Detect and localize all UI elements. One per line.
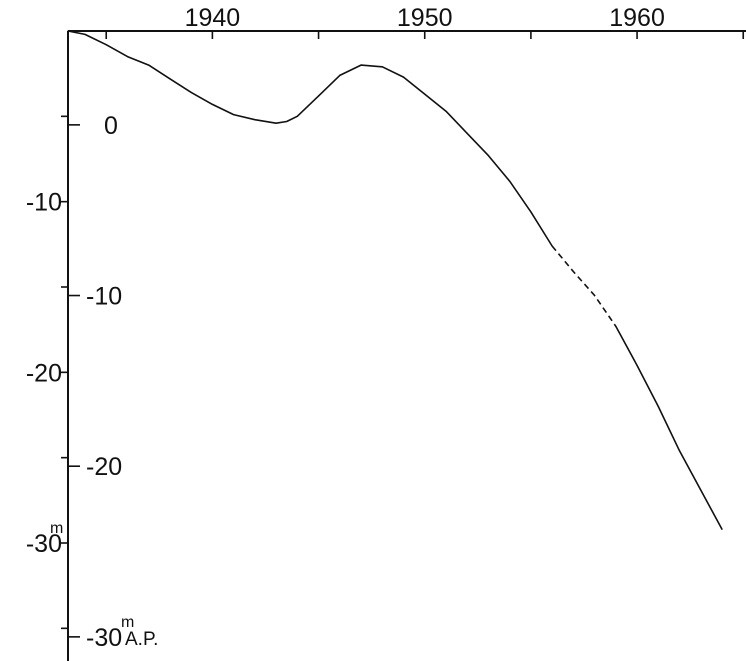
series-point bbox=[211, 103, 213, 105]
series-point bbox=[657, 405, 659, 408]
inner-tick-label: -20 bbox=[86, 453, 122, 481]
series-point bbox=[509, 180, 511, 182]
series-line-solid bbox=[67, 30, 553, 247]
series-point bbox=[275, 122, 277, 124]
inner-axis-unit-suffix: A.P. bbox=[125, 629, 158, 650]
series-point bbox=[126, 56, 129, 58]
series-point bbox=[615, 325, 617, 327]
inner-tick-label: 0 bbox=[104, 112, 118, 140]
left-tick-label: -30 bbox=[26, 530, 62, 558]
series-point bbox=[593, 294, 596, 297]
series-line-dashed bbox=[551, 245, 617, 327]
series-point bbox=[105, 44, 107, 46]
series-point bbox=[296, 115, 298, 117]
series-point bbox=[317, 95, 320, 97]
inner-tick-label: -10 bbox=[86, 283, 122, 311]
inner-axis-unit: m bbox=[121, 614, 134, 631]
series-line-tail bbox=[615, 325, 723, 530]
x-tick-group: 1940 1950 1960 bbox=[105, 4, 745, 39]
series-point bbox=[254, 119, 256, 121]
left-tick-label: -10 bbox=[26, 189, 62, 217]
series-point bbox=[424, 93, 426, 95]
series-point bbox=[466, 132, 468, 134]
left-axis-tick-group: -10 -20 -30m bbox=[26, 115, 68, 630]
series-point bbox=[286, 120, 288, 123]
series-point bbox=[339, 74, 341, 76]
inner-tick-label: -30 bbox=[86, 624, 122, 652]
series-point bbox=[530, 211, 532, 213]
series-point bbox=[487, 154, 490, 157]
left-axis-unit: m bbox=[50, 520, 63, 537]
series-point bbox=[700, 489, 702, 491]
series-point bbox=[551, 245, 553, 247]
axes bbox=[67, 30, 746, 661]
series-point bbox=[360, 64, 362, 66]
series-point bbox=[233, 114, 235, 116]
series-point bbox=[636, 364, 638, 367]
x-tick-label: 1960 bbox=[609, 4, 665, 32]
series-point bbox=[190, 91, 192, 94]
left-tick-label: -20 bbox=[26, 359, 62, 387]
series-point bbox=[445, 110, 447, 112]
series-point bbox=[169, 78, 171, 80]
series-point bbox=[402, 76, 405, 78]
x-tick-label: 1950 bbox=[397, 4, 453, 32]
series-point bbox=[572, 271, 574, 273]
series-point bbox=[721, 528, 723, 530]
series-point bbox=[84, 33, 86, 36]
series-point bbox=[381, 66, 383, 68]
series-point bbox=[148, 64, 150, 66]
x-tick-label: 1940 bbox=[185, 4, 241, 32]
series-point bbox=[678, 450, 681, 452]
series-group bbox=[67, 30, 723, 530]
series-point bbox=[67, 30, 69, 32]
